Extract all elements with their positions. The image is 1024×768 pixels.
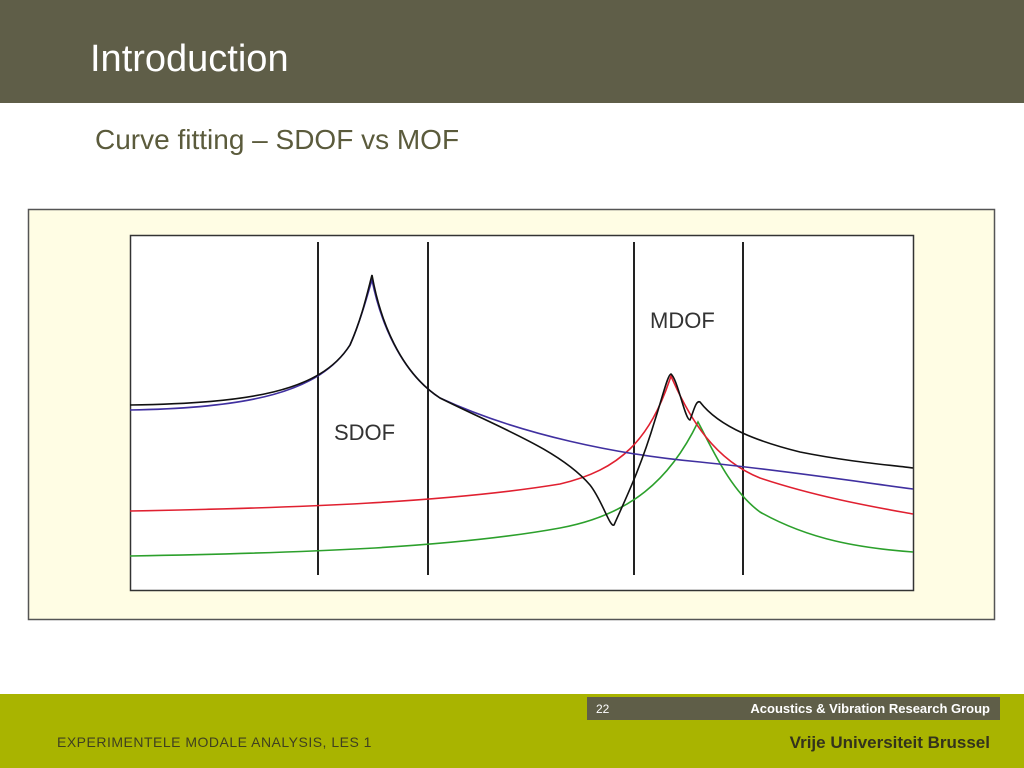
course-name: EXPERIMENTELE MODALE ANALYSIS, LES 1: [57, 734, 372, 750]
curve-green: [129, 420, 914, 557]
mdof-label: MDOF: [650, 308, 715, 333]
group-name: Acoustics & Vibration Research Group: [750, 701, 990, 716]
university: Vrije Universiteit Brussel: [789, 733, 990, 752]
band-lines: [317, 242, 744, 575]
slide-number: 22: [596, 702, 610, 716]
sdof-label: SDOF: [334, 420, 395, 445]
curve-black: [129, 274, 914, 526]
figure: SDOF MDOF: [27, 208, 996, 621]
plot-area: [129, 234, 915, 592]
footer-box: [587, 697, 1000, 720]
subtitle: Curve fitting – SDOF vs MOF: [95, 124, 460, 155]
slide-title: Introduction: [90, 38, 289, 80]
header-bar: [0, 0, 1024, 103]
curve-red: [129, 373, 914, 515]
